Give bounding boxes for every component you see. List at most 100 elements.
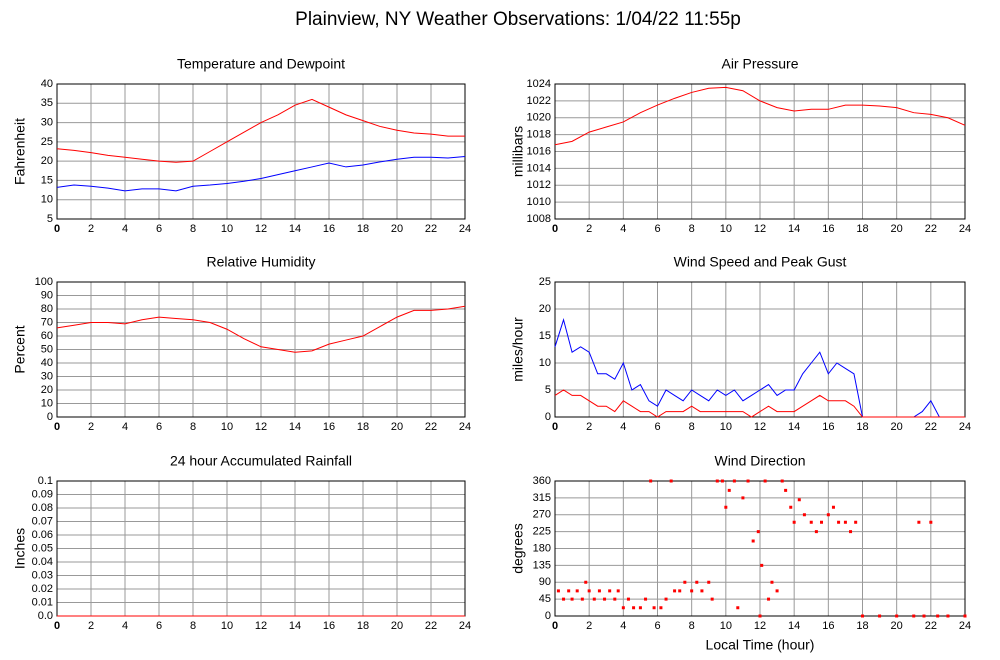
x-tick-label: 6 [654, 223, 660, 235]
data-point [570, 597, 574, 601]
x-tick-label: 14 [289, 421, 301, 433]
x-tick-label: 8 [689, 620, 695, 632]
y-tick-label: 0.0 [38, 610, 53, 622]
y-tick-label: 1022 [527, 95, 551, 107]
data-point [780, 479, 784, 483]
x-tick-label: 22 [925, 223, 937, 235]
plot-border [56, 83, 466, 220]
data-point [878, 614, 882, 618]
data-point [669, 479, 673, 483]
data-point [751, 539, 755, 543]
x-tick-label: 12 [255, 620, 267, 632]
x-tick-label: 12 [754, 421, 766, 433]
y-tick-label: 270 [533, 509, 551, 521]
x-tick-label: 20 [391, 421, 403, 433]
data-point [936, 614, 940, 618]
data-point [597, 589, 601, 593]
y-tick-label: 5 [47, 213, 53, 225]
data-point [580, 597, 584, 601]
y-tick-label: 360 [533, 475, 551, 487]
x-tick-label: 8 [190, 421, 196, 433]
y-tick-label: 25 [41, 136, 53, 148]
data-point [849, 530, 853, 534]
y-tick-label: 1018 [527, 129, 551, 141]
x-tick-label: 0 [54, 620, 60, 632]
y-axis-label: Percent [12, 325, 28, 373]
x-tick-label: 2 [586, 223, 592, 235]
data-point [695, 580, 699, 584]
chart-panel: Air Pressuremillibars1008101010121014101… [510, 56, 971, 235]
chart-panel: Wind Direction degrees Local Time (hour) 0 4… [510, 453, 971, 653]
y-tick-label: 1012 [527, 179, 551, 191]
data-point [603, 597, 607, 601]
y-tick-label: 0.02 [32, 583, 53, 595]
data-point [756, 530, 760, 534]
x-tick-label: 24 [459, 223, 471, 235]
data-point [917, 520, 921, 524]
y-axis-label: miles/hour [510, 317, 526, 382]
data-point [567, 589, 571, 593]
x-tick-label: 14 [788, 223, 800, 235]
data-point [727, 488, 731, 492]
x-tick-label: 22 [425, 620, 437, 632]
y-tick-label: 25 [539, 276, 551, 288]
y-tick-label: 90 [41, 289, 53, 301]
data-point [789, 505, 793, 509]
x-tick-label: 12 [255, 223, 267, 235]
x-tick-label: 4 [122, 620, 128, 632]
x-tick-label: 14 [289, 620, 301, 632]
data-point [763, 479, 767, 483]
x-tick-label: 0 [552, 223, 558, 235]
data-point [649, 479, 653, 483]
data-point [584, 580, 588, 584]
x-tick-label: 2 [586, 620, 592, 632]
y-tick-label: 90 [539, 576, 551, 588]
data-point [946, 614, 950, 618]
chart-title: Wind Speed and Peak Gust [674, 254, 847, 270]
x-tick-label: 20 [891, 223, 903, 235]
y-tick-label: 70 [41, 316, 53, 328]
y-tick-label: 35 [41, 97, 53, 109]
data-point [724, 505, 728, 509]
data-line [554, 389, 965, 418]
data-point [784, 488, 788, 492]
y-tick-label: 1014 [527, 162, 551, 174]
data-point [683, 580, 687, 584]
y-tick-label: 1024 [527, 78, 551, 90]
x-tick-label: 16 [323, 620, 335, 632]
y-tick-label: 20 [539, 303, 551, 315]
x-tick-label: 18 [357, 223, 369, 235]
x-tick-label: 16 [323, 223, 335, 235]
x-tick-label: 24 [959, 421, 971, 433]
x-tick-label: 0 [552, 620, 558, 632]
y-tick-label: 0.01 [32, 596, 53, 608]
data-point [652, 606, 656, 610]
x-tick-label: 22 [425, 223, 437, 235]
data-point [854, 520, 858, 524]
x-tick-label: 18 [357, 620, 369, 632]
y-tick-label: 20 [41, 384, 53, 396]
x-tick-label: 4 [620, 421, 626, 433]
data-point [621, 606, 625, 610]
y-tick-label: 80 [41, 303, 53, 315]
x-tick-label: 10 [720, 223, 732, 235]
chart-panel: 24 hour Accumulated Rainfall Inches 0.0 0.0… [12, 453, 471, 632]
data-line [56, 98, 465, 163]
y-axis-label: Inches [12, 528, 28, 569]
x-tick-label: 8 [689, 223, 695, 235]
x-tick-label: 4 [620, 223, 626, 235]
y-tick-label: 40 [41, 78, 53, 90]
chart-panel: Temperature and Dewpoint Fahrenheit 5 10 15 2… [12, 56, 471, 235]
chart-title: 24 hour Accumulated Rainfall [170, 453, 352, 469]
data-point [809, 520, 813, 524]
y-tick-label: 45 [539, 593, 551, 605]
y-tick-label: 10 [41, 194, 53, 206]
x-tick-label: 6 [156, 421, 162, 433]
x-tick-label: 6 [654, 620, 660, 632]
data-point [775, 589, 779, 593]
data-point [715, 479, 719, 483]
x-tick-label: 20 [891, 421, 903, 433]
data-point [690, 589, 694, 593]
x-tick-label: 20 [891, 620, 903, 632]
data-point [562, 597, 566, 601]
